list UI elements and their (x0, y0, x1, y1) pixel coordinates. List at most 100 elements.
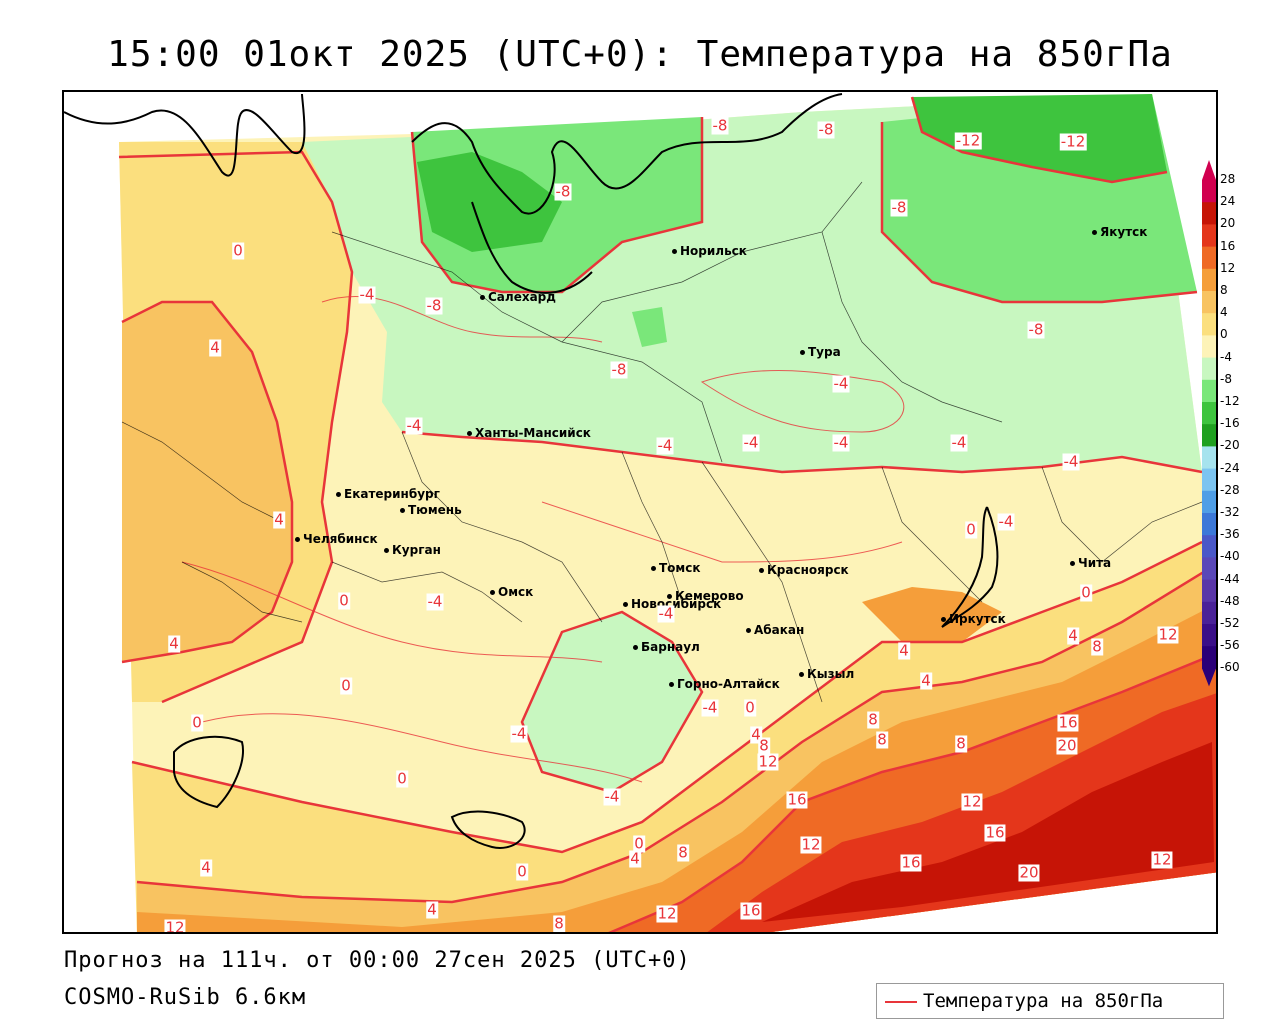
city-19: Горно-Алтайск (669, 677, 780, 691)
isotherm-label: 8 (677, 843, 689, 862)
scale-bin (1202, 601, 1216, 625)
scale-tick-label: -20 (1220, 438, 1240, 453)
zone-minus12-b (417, 152, 562, 252)
isotherm-label: 0 (191, 713, 203, 732)
map-title: 15:00 01окт 2025 (UTC+0): Температура на… (107, 34, 1173, 75)
isotherm-label: -4 (742, 433, 760, 452)
scale-bin (1202, 379, 1216, 403)
city-8: Курган (384, 543, 441, 557)
isotherm-label: 16 (786, 790, 808, 809)
isotherm-label: -4 (1062, 452, 1080, 471)
isotherm-label: 4 (426, 900, 438, 919)
city-16: Абакан (746, 623, 804, 637)
isotherm-label: 4 (1067, 626, 1079, 645)
isotherm-label: 4 (750, 725, 762, 744)
isotherm-label: -12 (1059, 132, 1087, 151)
isotherm-label: -4 (701, 698, 719, 717)
isotherm-label: -8 (890, 198, 908, 217)
scale-bin (1202, 557, 1216, 581)
scale-bin (1202, 579, 1216, 603)
scale-tick-label: -16 (1220, 416, 1240, 431)
isotherm-label: 12 (757, 752, 779, 771)
isotherm-label: -4 (426, 592, 444, 611)
isotherm-label: 8 (758, 736, 770, 755)
scale-tick-label: -52 (1220, 616, 1240, 630)
scale-tick-label: -56 (1220, 638, 1240, 653)
legend-label: Температура на 850гПа (923, 990, 1164, 1012)
scale-tick-label: 16 (1220, 238, 1236, 253)
scale-tick-label: 28 (1220, 172, 1236, 186)
scale-tick-label: -12 (1220, 394, 1240, 408)
scale-tick-label: -32 (1220, 505, 1240, 519)
isotherm-label: -8 (554, 182, 572, 201)
legend: Температура на 850гПа (876, 983, 1224, 1019)
city-5: Екатеринбург (336, 487, 440, 501)
scale-bin (1202, 446, 1216, 470)
scale-bin (1202, 202, 1216, 225)
isotherm-label: 4 (920, 671, 932, 690)
isotherm-label: 4 (629, 849, 641, 868)
isotherm-label: 8 (876, 730, 888, 749)
isotherm-label: 12 (961, 792, 983, 811)
isotherm-label: 4 (898, 641, 910, 660)
city-11: Чита (1070, 556, 1111, 570)
isotherm-label: 12 (656, 904, 678, 923)
scale-bin (1202, 402, 1216, 425)
isotherm-label: 12 (1157, 625, 1179, 644)
isotherm-label: -4 (657, 604, 675, 623)
isotherm-label: -4 (358, 285, 376, 304)
isotherm-label: 4 (200, 858, 212, 877)
scale-tick-label: -8 (1220, 371, 1232, 386)
zone-minus12 (912, 94, 1167, 182)
isotherm-label: 0 (396, 769, 408, 788)
scale-tick-label: -40 (1220, 549, 1240, 564)
scale-bin (1202, 246, 1216, 270)
temperature-map[interactable]: Норильск Якутск Салехард Тура Ханты-Мансийск… (62, 90, 1218, 934)
scale-tick-label: 12 (1220, 260, 1236, 275)
city-1: Якутск (1092, 225, 1147, 239)
isotherm-label: 0 (516, 862, 528, 881)
isotherm-label: -4 (832, 433, 850, 452)
scale-bin (1202, 535, 1216, 558)
isotherm-label: -8 (610, 360, 628, 379)
isotherm-label: -4 (510, 724, 528, 743)
isotherm-label: -12 (954, 131, 982, 150)
zone-altai-green (522, 612, 702, 792)
scale-tick-label: -4 (1220, 349, 1232, 364)
isotherm-label: 12 (164, 919, 186, 932)
scale-bin (1202, 490, 1216, 514)
isotherm-label: -4 (405, 416, 423, 435)
temperature-field (64, 93, 1216, 932)
scale-bin (1202, 313, 1216, 336)
scale-tick-label: -60 (1220, 660, 1240, 675)
isotherm-label: 0 (1080, 583, 1092, 602)
zone-8-west (122, 302, 292, 662)
isotherm-label: 0 (965, 520, 977, 539)
isotherm-label: 12 (1151, 850, 1173, 869)
isotherm-label: 4 (168, 634, 180, 653)
forecast-info: Прогноз на 111ч. от 00:00 27сен 2025 (UT… (64, 948, 691, 973)
city-2: Салехард (480, 290, 556, 304)
scale-bin (1202, 291, 1216, 314)
isotherm-label: -4 (832, 374, 850, 393)
isotherm-label: 0 (340, 676, 352, 695)
scale-arrow-top (1202, 160, 1216, 180)
city-4: Ханты-Мансийск (467, 426, 591, 440)
zone-8-sayan (862, 587, 1002, 642)
isotherm-label: 8 (867, 710, 879, 729)
scale-tick-label: 4 (1220, 305, 1228, 320)
isotherm-label: 16 (1057, 713, 1079, 732)
isotherm-label: 0 (744, 698, 756, 717)
isotherm-label: 4 (209, 338, 221, 357)
zone-minus8-c (632, 307, 667, 347)
city-12: Омск (490, 585, 533, 599)
isotherm-label: 8 (553, 914, 565, 933)
isotherm-label: 16 (984, 823, 1006, 842)
coastlines (64, 93, 999, 849)
isotherm-label: -4 (997, 512, 1015, 531)
isotherm-label: 8 (955, 734, 967, 753)
isotherm-label: -8 (425, 296, 443, 315)
isotherm-label: -8 (711, 116, 729, 135)
isotherm-label: -8 (817, 120, 835, 139)
scale-tick-label: 0 (1220, 327, 1228, 342)
